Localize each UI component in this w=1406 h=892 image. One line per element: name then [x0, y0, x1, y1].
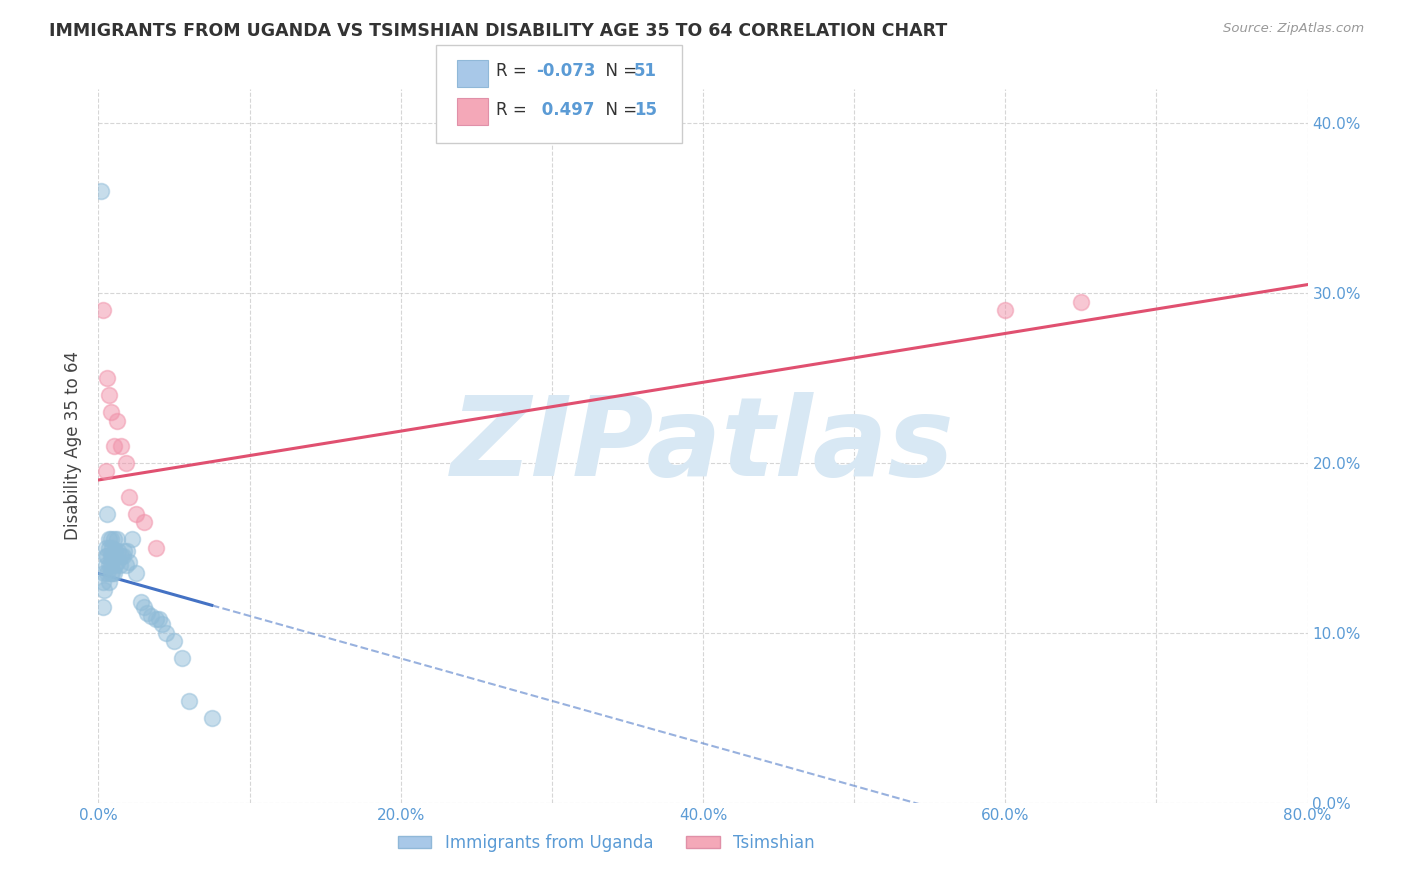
- Text: N =: N =: [595, 101, 643, 119]
- Point: [91, 574, 114, 589]
- Point: [104, 558, 127, 572]
- Point: [100, 549, 122, 564]
- Point: [91, 600, 114, 615]
- Point: [100, 566, 122, 581]
- Point: [121, 533, 143, 547]
- Point: [125, 566, 148, 581]
- Point: [163, 634, 186, 648]
- Point: [141, 608, 163, 623]
- Point: [103, 566, 125, 581]
- Point: [145, 541, 167, 555]
- Point: [94, 465, 117, 479]
- Point: [104, 544, 127, 558]
- Point: [150, 617, 173, 632]
- Point: [96, 507, 118, 521]
- Text: 15: 15: [634, 101, 657, 119]
- Point: [90, 184, 112, 198]
- Text: ZIPatlas: ZIPatlas: [451, 392, 955, 500]
- Text: R =: R =: [496, 62, 533, 80]
- Point: [101, 549, 124, 564]
- Point: [100, 558, 122, 572]
- Point: [96, 566, 118, 581]
- Point: [115, 544, 138, 558]
- Point: [129, 595, 152, 609]
- Point: [118, 490, 141, 504]
- Point: [93, 583, 115, 598]
- Y-axis label: Disability Age 35 to 64: Disability Age 35 to 64: [65, 351, 83, 541]
- Point: [91, 303, 114, 318]
- Point: [100, 533, 122, 547]
- Point: [108, 558, 131, 572]
- Point: [98, 574, 121, 589]
- Text: Source: ZipAtlas.com: Source: ZipAtlas.com: [1223, 22, 1364, 36]
- Point: [96, 549, 118, 564]
- Point: [114, 456, 136, 470]
- Legend: Immigrants from Uganda, Tsimshian: Immigrants from Uganda, Tsimshian: [391, 828, 821, 859]
- Point: [112, 544, 135, 558]
- Text: R =: R =: [496, 101, 533, 119]
- Point: [103, 439, 125, 453]
- Point: [135, 606, 157, 620]
- Point: [101, 541, 124, 555]
- Text: 51: 51: [634, 62, 657, 80]
- Point: [101, 566, 124, 581]
- Point: [94, 558, 117, 572]
- Point: [132, 600, 155, 615]
- Point: [125, 507, 148, 521]
- Point: [100, 405, 122, 419]
- Point: [94, 541, 117, 555]
- Point: [93, 566, 115, 581]
- Point: [118, 555, 141, 569]
- Text: N =: N =: [595, 62, 643, 80]
- Point: [98, 388, 121, 402]
- Point: [103, 549, 125, 564]
- Point: [105, 413, 128, 427]
- Text: 0.497: 0.497: [536, 101, 595, 119]
- Point: [110, 549, 132, 564]
- Point: [1070, 294, 1092, 309]
- Point: [103, 533, 125, 547]
- Point: [105, 533, 128, 547]
- Text: IMMIGRANTS FROM UGANDA VS TSIMSHIAN DISABILITY AGE 35 TO 64 CORRELATION CHART: IMMIGRANTS FROM UGANDA VS TSIMSHIAN DISA…: [49, 22, 948, 40]
- Point: [132, 516, 155, 530]
- Point: [98, 541, 121, 555]
- Point: [111, 549, 134, 564]
- Point: [94, 549, 117, 564]
- Point: [145, 612, 167, 626]
- Point: [110, 439, 132, 453]
- Point: [201, 711, 224, 725]
- Point: [155, 626, 177, 640]
- Point: [994, 303, 1017, 318]
- Point: [105, 555, 128, 569]
- Point: [98, 558, 121, 572]
- Point: [148, 612, 170, 626]
- Point: [114, 558, 136, 572]
- Point: [96, 371, 118, 385]
- Text: -0.073: -0.073: [536, 62, 595, 80]
- Point: [107, 544, 129, 558]
- Point: [179, 694, 201, 708]
- Point: [170, 651, 193, 665]
- Point: [98, 533, 121, 547]
